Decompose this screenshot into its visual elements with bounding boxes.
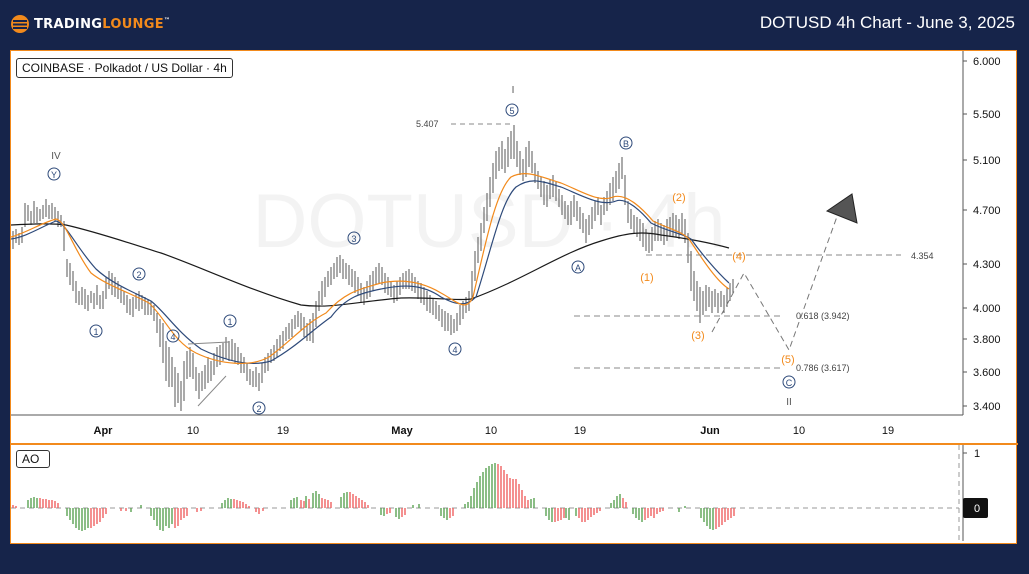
fib-618-label: 0.618 (3.942) — [796, 311, 850, 321]
wave-label-o3: (3) — [691, 330, 704, 342]
svg-text:4.300: 4.300 — [973, 259, 1001, 271]
time-axis: Apr 10 19 May 10 19 Jun 10 19 — [94, 425, 895, 437]
level-4354-label: 4.354 — [911, 251, 934, 261]
wave-label-I: I — [512, 85, 515, 96]
svg-text:4.000: 4.000 — [973, 303, 1001, 315]
ao-axis-1: 1 — [974, 448, 980, 460]
ao-current-value: 0 — [974, 503, 980, 515]
svg-text:19: 19 — [277, 425, 289, 437]
wave-label-IV: IV — [51, 151, 61, 162]
wave-label-1: 1 — [227, 317, 232, 327]
svg-text:Jun: Jun — [700, 425, 720, 437]
svg-text:10: 10 — [793, 425, 805, 437]
level-5407-label: 5.407 — [416, 119, 439, 129]
ema-slow-line — [11, 180, 730, 364]
ema-fast-line — [11, 173, 730, 364]
ao-histogram — [12, 463, 735, 531]
chart-title: DOTUSD 4h Chart - June 3, 2025 — [759, 13, 1015, 32]
wave-label-5: 5 — [509, 106, 514, 116]
wave-label-o5: (5) — [781, 354, 794, 366]
wave-label-2-minor: 2 — [136, 270, 141, 280]
wave-label-C: C — [786, 378, 793, 388]
wave-label-A: A — [575, 263, 581, 273]
svg-text:10: 10 — [485, 425, 497, 437]
svg-text:3.400: 3.400 — [973, 401, 1001, 413]
header: TRADINGLOUNGE™ DOTUSD 4h Chart - June 3,… — [0, 0, 1029, 48]
svg-text:19: 19 — [574, 425, 586, 437]
svg-text:10: 10 — [187, 425, 199, 437]
ao-legend[interactable]: AO — [16, 450, 50, 468]
wave-label-4-minor: 4 — [170, 332, 175, 342]
svg-text:6.000: 6.000 — [973, 56, 1001, 68]
svg-text:5.100: 5.100 — [973, 155, 1001, 167]
symbol-legend[interactable]: COINBASE · Polkadot / US Dollar · 4h — [16, 58, 233, 78]
fib-786-label: 0.786 (3.617) — [796, 363, 850, 373]
svg-text:19: 19 — [882, 425, 894, 437]
wave-label-o2: (2) — [672, 192, 685, 204]
projection-path — [711, 210, 840, 352]
logo-icon — [11, 15, 29, 33]
wave-label-1-minor: 1 — [93, 327, 98, 337]
target-arrow-icon — [825, 193, 858, 224]
wave-label-Y: Y — [51, 170, 57, 180]
tradinglounge-logo: TRADINGLOUNGE™ — [10, 14, 170, 34]
wave-label-2: 2 — [256, 404, 261, 414]
chart-canvas[interactable]: DOTUSD · 4h 6.000 5.500 5.100 4.700 4.30… — [11, 51, 1018, 545]
wave-label-4: 4 — [452, 345, 457, 355]
watermark: DOTUSD · 4h — [253, 179, 726, 264]
svg-text:3.800: 3.800 — [973, 334, 1001, 346]
svg-text:4.700: 4.700 — [973, 205, 1001, 217]
svg-text:May: May — [391, 425, 413, 437]
logo-tm: ™ — [163, 16, 171, 24]
svg-text:5.500: 5.500 — [973, 109, 1001, 121]
wave-label-o1: (1) — [640, 272, 653, 284]
svg-text:3.600: 3.600 — [973, 367, 1001, 379]
ma-long-line — [11, 223, 730, 307]
price-axis: 6.000 5.500 5.100 4.700 4.300 4.000 3.80… — [963, 56, 1001, 413]
wave-label-o4: (4) — [732, 251, 745, 263]
wave-label-B: B — [623, 139, 629, 149]
wave-label-3: 3 — [351, 234, 356, 244]
logo-text-lounge: LOUNGE — [102, 16, 164, 32]
wave-label-II: II — [786, 397, 792, 408]
svg-text:Apr: Apr — [94, 425, 114, 437]
logo-text-trading: TRADING — [34, 16, 103, 32]
chart-frame: DOTUSD · 4h 6.000 5.500 5.100 4.700 4.30… — [10, 50, 1018, 545]
